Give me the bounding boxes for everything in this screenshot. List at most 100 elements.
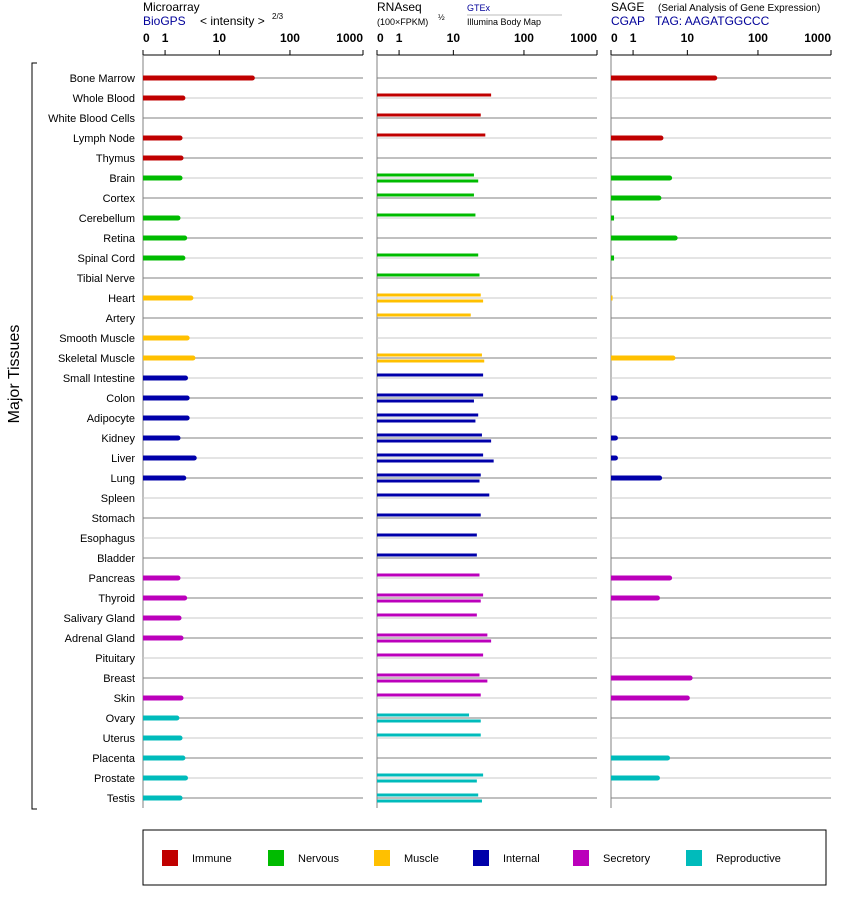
tissue-label-cerebellum: Cerebellum [79,213,135,225]
rnaseq-tick-label: 1000 [570,31,597,45]
microarray-bar-cap-lung [181,475,187,481]
sage-bar-heart [611,295,613,301]
sage-bar-cap-skin [684,695,690,701]
rnaseq-bar-spinal-cord [377,253,479,257]
rnaseq-tick-label: 1 [396,31,403,45]
rnaseq-bar-liver [377,459,494,463]
rnaseq-bar-prostate [377,773,484,777]
microarray-bar-cap-bone-marrow [249,75,255,81]
tissue-label-lymph-node: Lymph Node [73,133,135,145]
sage-bar-cap-liver [612,455,618,461]
sage-bar-cap-skeletal-muscle [670,355,676,361]
rnaseq-bar-cortex [377,193,474,197]
tissue-label-adipocyte: Adipocyte [87,413,135,425]
rnaseq-bar-uterus [377,733,481,737]
sage-bar-brain [611,175,670,181]
tissue-label-thyroid: Thyroid [98,593,135,605]
tissue-label-adrenal-gland: Adrenal Gland [65,633,135,645]
microarray-bar-salivary-gland [143,615,180,621]
tissue-label-heart: Heart [108,293,135,305]
tissue-label-skin: Skin [114,693,135,705]
tissue-label-skeletal-muscle: Skeletal Muscle [58,353,135,365]
microarray-bar-skeletal-muscle [143,355,193,361]
microarray-bar-cap-brain [177,175,183,181]
panel-axes: 0 1 10 100 1000 0 1 10 100 1000 0 1 10 100 1000 [142,31,832,808]
sage-bar-cap-prostate [654,775,660,781]
sage-bar-cap-retina [672,235,678,241]
sage-bar-cap-brain [667,175,673,181]
rnaseq-bar-adipocyte [377,419,476,423]
rnaseq-bar-heart [377,293,481,297]
rnaseq-bar-pancreas [377,573,480,577]
microarray-unit-exponent: 2/3 [272,12,284,21]
sage-bar-retina [611,235,676,241]
microarray-bar-cap-heart [188,295,194,301]
rnaseq-bar-breast [377,679,488,683]
rnaseq-bar-lymph-node [377,133,486,137]
microarray-bar-placenta [143,755,183,761]
microarray-bar-prostate [143,775,186,781]
legend-swatch-internal [473,850,489,866]
rnaseq-title: RNAseq [377,0,422,14]
tissue-label-small-intestine: Small Intestine [63,373,135,385]
legend-swatch-secretory [573,850,589,866]
microarray-bar-brain [143,175,181,181]
expression-bars [143,75,718,803]
microarray-tick-label: 100 [280,31,300,45]
microarray-bar-testis [143,795,181,801]
rnaseq-bar-colon [377,399,474,403]
tissue-label-colon: Colon [106,393,135,405]
microarray-title: Microarray [143,0,200,14]
sage-bar-breast [611,675,691,681]
tissue-label-breast: Breast [103,673,135,685]
tissue-label-pituitary: Pituitary [95,653,135,665]
tissue-label-placenta: Placenta [92,753,136,765]
sage-tick-label: 100 [748,31,768,45]
rnaseq-bar-ovary [377,713,470,717]
sage-bar-cap-kidney [612,435,618,441]
microarray-bar-lung [143,475,184,481]
tissue-label-brain: Brain [109,173,135,185]
microarray-source-link[interactable]: BioGPS [143,14,186,28]
rnaseq-bar-brain [377,179,479,183]
rnaseq-bar-esophagus [377,533,477,537]
tissue-label-esophagus: Esophagus [80,533,136,545]
rnaseq-bar-skeletal-muscle [377,359,485,363]
tissue-label-uterus: Uterus [103,733,136,745]
microarray-bar-cap-testis [177,795,183,801]
rnaseq-bar-colon [377,393,484,397]
gtex-link[interactable]: GTEx [467,3,491,13]
cgap-link[interactable]: CGAP [611,14,645,28]
sage-bar-skin [611,695,688,701]
rnaseq-bar-white-blood-cells [377,113,481,117]
illumina-body-map-label: Illumina Body Map [467,17,541,27]
sage-tick-label: 1 [630,31,637,45]
microarray-tick-label: 0 [143,31,150,45]
legend-label-nervous: Nervous [298,853,339,865]
microarray-bar-cap-retina [182,235,188,241]
rnaseq-bar-heart [377,299,484,303]
legend-label-immune: Immune [192,853,232,865]
rnaseq-bar-whole-blood [377,93,492,97]
tissue-label-pancreas: Pancreas [89,573,136,585]
microarray-bar-skin [143,695,182,701]
rnaseq-bar-skin [377,693,481,697]
sage-bar-cap-cortex [656,195,662,201]
tissue-label-white-blood-cells: White Blood Cells [48,113,135,125]
microarray-bar-adipocyte [143,415,188,421]
microarray-bar-cap-colon [184,395,190,401]
tissue-label-smooth-muscle: Smooth Muscle [59,333,135,345]
microarray-bar-heart [143,295,191,301]
sage-description: (Serial Analysis of Gene Expression) [658,3,820,14]
rnaseq-bar-bladder [377,553,477,557]
legend-label-internal: Internal [503,853,540,865]
rnaseq-bar-testis [377,799,482,803]
rnaseq-bar-spleen [377,493,490,497]
tissue-label-cortex: Cortex [103,193,136,205]
rnaseq-bar-tibial-nerve [377,273,480,277]
tissue-label-testis: Testis [107,793,136,805]
sage-bar-lymph-node [611,135,661,141]
microarray-bar-small-intestine [143,375,186,381]
legend-label-reproductive: Reproductive [716,853,781,865]
microarray-bar-bone-marrow [143,75,253,81]
